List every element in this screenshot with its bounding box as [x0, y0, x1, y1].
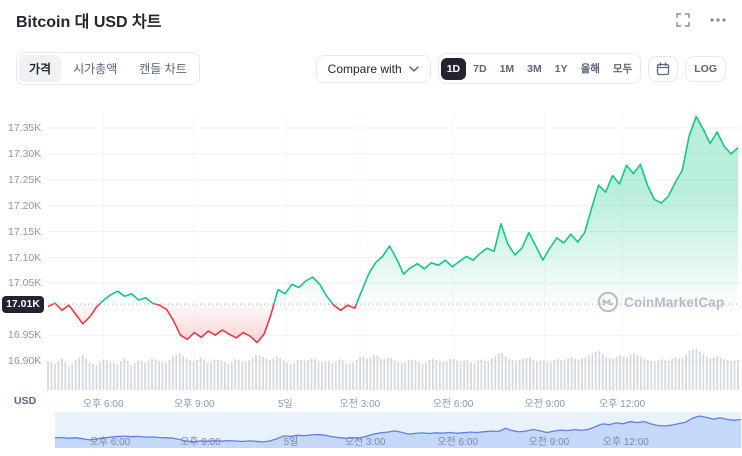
- navigator-tick: 오후 9:00: [180, 437, 221, 448]
- tab-candle-chart[interactable]: 캔들 차트: [129, 55, 197, 82]
- tab-marketcap[interactable]: 시가총액: [63, 55, 127, 82]
- chart-toolbar: 가격 시가총액 캔들 차트 Compare with 1D 7D 1M 3M 1…: [16, 52, 726, 85]
- x-axis-tick: 5일: [277, 399, 293, 410]
- chart-header: Bitcoin 대 USD 차트: [0, 0, 742, 40]
- y-axis-tick: 17.35K: [8, 122, 42, 134]
- range-button-1m[interactable]: 1M: [494, 58, 521, 80]
- fullscreen-icon[interactable]: [676, 13, 690, 27]
- log-scale-button[interactable]: LOG: [685, 55, 726, 82]
- y-axis-tick: 17.05K: [8, 277, 42, 290]
- x-axis-tick: 오후 12:00: [598, 399, 646, 410]
- range-button-1d[interactable]: 1D: [440, 57, 467, 80]
- tab-price[interactable]: 가격: [19, 55, 62, 82]
- x-axis-tick: 오전 3:00: [339, 399, 381, 410]
- currency-label: USD: [14, 395, 37, 407]
- range-button-1y[interactable]: 1Y: [549, 58, 574, 80]
- navigator-tick: 오전 6:00: [437, 437, 478, 448]
- compare-with-button[interactable]: Compare with: [315, 54, 431, 83]
- range-button-3m[interactable]: 3M: [521, 58, 548, 80]
- range-button-7d[interactable]: 7D: [467, 58, 492, 80]
- y-axis-tick: 17.25K: [8, 173, 42, 186]
- navigator-tick: 5일: [283, 437, 299, 448]
- navigator-tick: 오전 3:00: [344, 437, 386, 448]
- toolbar-right: Compare with 1D 7D 1M 3M 1Y 올해 모두 LOG: [315, 53, 726, 84]
- chevron-down-icon: [408, 65, 419, 72]
- y-axis-tick: 17.10K: [8, 251, 42, 264]
- range-button-ytd[interactable]: 올해: [575, 56, 606, 81]
- navigator-tick: 오후 12:00: [602, 437, 649, 448]
- x-axis-tick: 오후 6:00: [82, 399, 124, 410]
- coinmarketcap-logo-icon: [597, 291, 619, 313]
- navigator-chart[interactable]: [55, 412, 741, 448]
- coinmarketcap-watermark: CoinMarketCap: [597, 291, 724, 313]
- y-axis-tick: 16.90K: [8, 355, 42, 368]
- calendar-icon: [657, 61, 670, 75]
- y-axis-tick: 16.95K: [8, 329, 42, 342]
- y-axis-tick: 17.15K: [8, 225, 42, 238]
- range-selector: 1D 7D 1M 3M 1Y 올해 모두: [437, 53, 642, 84]
- x-axis-tick: 오후 9:00: [173, 399, 215, 410]
- header-icons: [676, 13, 726, 27]
- range-button-all[interactable]: 모두: [607, 56, 638, 81]
- x-axis-tick: 오전 6:00: [432, 399, 474, 410]
- more-options-icon[interactable]: [710, 18, 726, 22]
- time-navigator[interactable]: 오후 6:00 오후 9:00 5일 오전 3:00 오전 6:00 오전 9:00 오후 …: [55, 412, 741, 448]
- chart-type-tabs: 가격 시가총액 캔들 차트: [16, 52, 200, 85]
- chart-area: 17.35K 17.30K 17.25K 17.20K 17.15K 17.10K 17.0…: [0, 92, 742, 410]
- y-axis-tick: 17.30K: [8, 147, 42, 160]
- compare-with-label: Compare with: [327, 61, 402, 76]
- page-title: Bitcoin 대 USD 차트: [16, 14, 162, 31]
- navigator-tick: 오전 9:00: [528, 437, 570, 448]
- calendar-button[interactable]: [648, 55, 679, 82]
- y-axis-tick: 17.20K: [8, 199, 42, 212]
- price-chart[interactable]: [0, 92, 742, 404]
- watermark-text: CoinMarketCap: [624, 294, 725, 310]
- base-price-badge: 17.01K: [2, 296, 44, 313]
- x-axis-tick: 오전 9:00: [524, 399, 566, 410]
- navigator-tick: 오후 6:00: [89, 437, 131, 448]
